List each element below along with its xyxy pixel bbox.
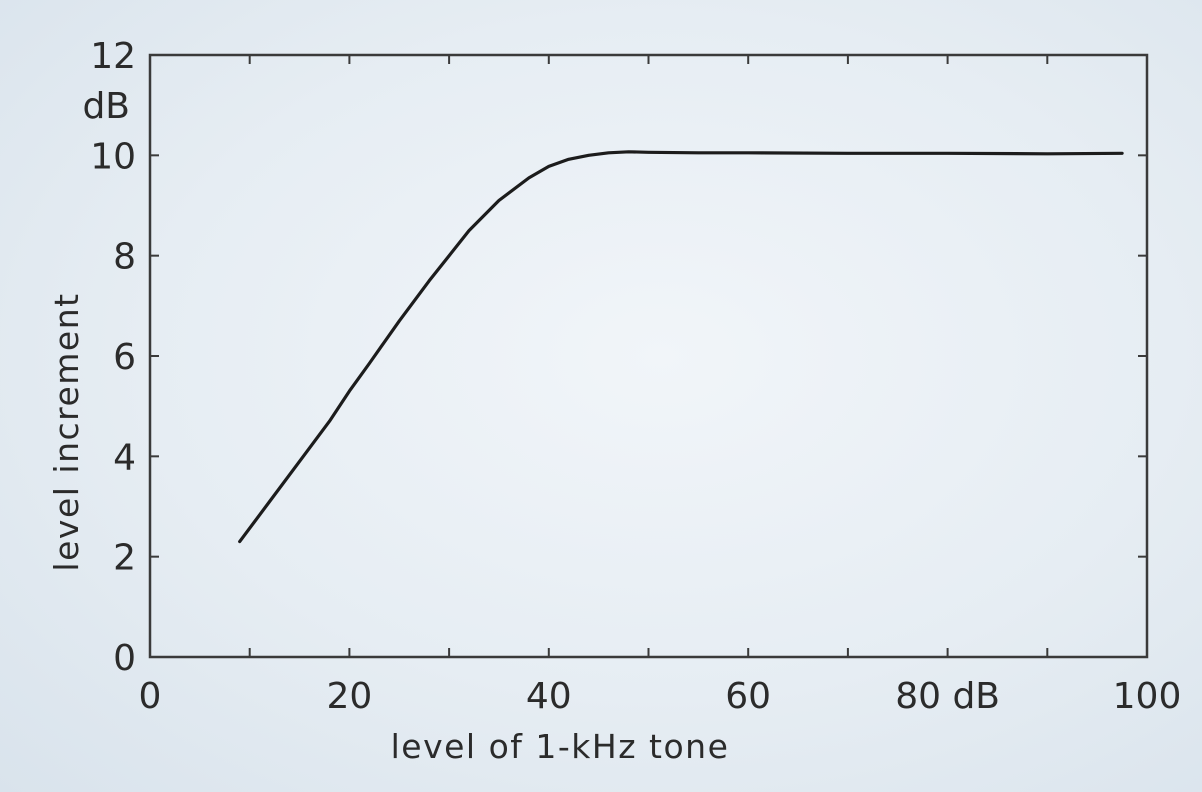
x-tick-label: 100 [1113,676,1182,717]
y-tick-label: 6 [113,337,136,378]
y-axis-label: level increment [47,292,86,571]
x-tick-label: 20 [326,676,372,717]
x-tick-label: 0 [139,676,162,717]
y-tick-label: 0 [113,638,136,679]
y-tick-label: 8 [113,237,136,278]
series-line [238,150,1124,544]
y-tick-label: 12 [90,36,136,77]
y-tick-label: 4 [113,437,136,478]
x-tick-label: 60 [725,676,771,717]
x-tick-label: 40 [526,676,572,717]
y-tick-label: 10 [90,136,136,177]
x-axis-label: level of 1-kHz tone [391,727,730,766]
y-unit-label: dB [82,86,130,127]
x-tick-label: 80 dB [895,676,1000,717]
y-tick-label: 2 [113,538,136,579]
plot-frame [148,53,1149,659]
